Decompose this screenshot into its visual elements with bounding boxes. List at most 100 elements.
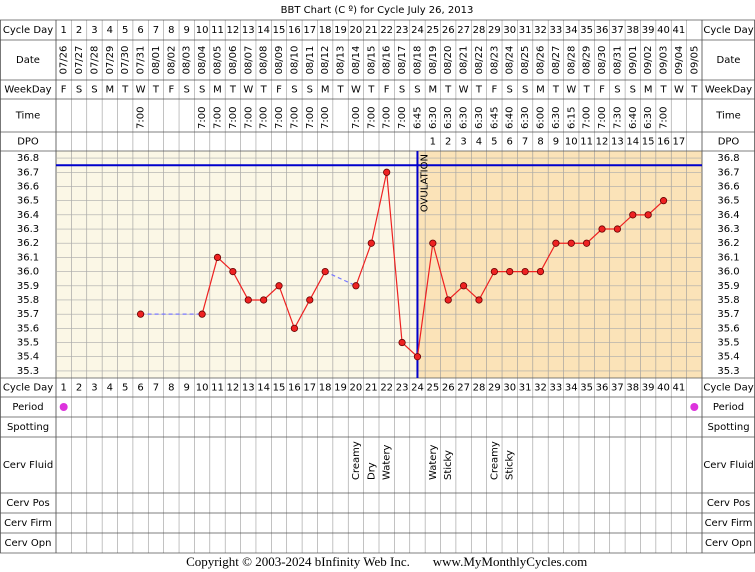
cycle-day: 2 [76,383,82,394]
cycle-day: 36 [596,25,609,36]
time: 6:30 [459,107,470,129]
dpo: 12 [596,137,609,148]
cycle-day: 40 [657,383,670,394]
date: 08/20 [443,46,454,75]
cerv-fluid: Sticky [443,450,454,480]
row-label: Cerv Pos [6,498,49,509]
time: 7:00 [136,107,147,129]
row-label: WeekDay [4,85,51,96]
luteal-shade [417,151,702,378]
y-tick-label: 36.1 [717,252,739,263]
weekday: W [351,85,361,96]
cycle-day: 13 [242,383,255,394]
dpo: 15 [642,137,655,148]
y-tick-label: 36.6 [717,181,739,192]
date: 08/16 [382,46,393,75]
cycle-day: 37 [611,25,624,36]
time: 7:00 [197,107,208,129]
y-tick-label: 36.0 [717,267,739,278]
dpo: 2 [445,137,451,148]
row-label: DPO [718,137,740,148]
weekday: S [291,85,297,96]
row-label: Time [15,111,40,122]
y-tick-label: 35.8 [717,295,739,306]
weekday: S [614,85,620,96]
row-label: Spotting [707,422,749,433]
cycle-day: 18 [319,25,332,36]
temperature-point [475,296,483,304]
temperature-point [459,282,468,290]
temperature-point [659,197,668,205]
cycle-day: 9 [184,383,190,394]
weekday: W [243,85,253,96]
cycle-day: 39 [642,25,655,36]
temperature-point [321,267,329,276]
period-dot [59,403,68,411]
cycle-day: 1 [61,25,67,36]
cycle-day: 16 [288,383,301,394]
time: 6:45 [412,107,423,129]
temperature-point [490,267,498,276]
dpo: 6 [507,137,513,148]
date: 08/06 [228,46,239,75]
cycle-day: 20 [350,25,363,36]
cycle-day: 30 [503,383,516,394]
time: 7:00 [397,107,408,129]
row-label: Cerv Pos [707,498,750,509]
cycle-day: 23 [396,25,409,36]
dpo: 16 [657,137,670,148]
row-label: Cycle Day [3,383,53,394]
weekday: F [61,85,67,96]
row-label: Cerv Firm [705,518,753,529]
date: 09/05 [689,46,700,75]
cycle-day: 21 [365,25,378,36]
cycle-day: 31 [519,25,532,36]
temperature-point [583,239,591,247]
cycle-day: 34 [565,383,578,394]
time: 7:00 [259,107,270,129]
temperature-point [506,267,514,276]
y-tick-label: 36.3 [717,224,739,235]
dpo: 5 [491,137,497,148]
dpo: 4 [476,137,482,148]
y-tick-label: 35.9 [717,281,739,292]
temperature-point [629,211,637,219]
cycle-day: 27 [457,25,470,36]
temperature-point [398,338,406,347]
weekday: W [674,85,684,96]
temperature-point [567,239,575,247]
weekday: T [121,85,129,96]
cycle-day: 41 [673,25,686,36]
weekday: S [199,85,205,96]
time: 7:00 [351,107,362,129]
cerv-fluid: Dry [366,462,377,480]
cycle-day: 3 [91,383,97,394]
cycle-day: 16 [288,25,301,36]
date: 07/30 [120,46,131,75]
y-tick-label: 36.3 [17,224,39,235]
cycle-day: 21 [365,383,378,394]
y-tick-label: 35.4 [717,352,739,363]
date: 08/31 [612,46,623,75]
time: 7:00 [274,107,285,129]
cycle-day: 15 [273,383,286,394]
temperature-point [613,225,622,233]
weekday: T [475,85,483,96]
cycle-day: 30 [503,25,516,36]
date: 08/22 [474,46,485,75]
weekday: S [307,85,313,96]
temperature-point [290,324,299,332]
cycle-day: 26 [442,25,455,36]
time: 7:00 [305,107,316,129]
weekday: F [491,85,497,96]
temperature-point [244,296,252,304]
weekday: T [444,85,452,96]
cycle-day: 27 [457,383,470,394]
y-tick-label: 35.3 [17,366,39,377]
ovulation-label: OVULATION [419,154,430,212]
gap-connector [324,271,357,287]
cycle-day: 14 [257,25,270,36]
date: 08/15 [366,46,377,75]
cycle-day: 20 [350,383,363,394]
date: 08/27 [551,46,562,75]
